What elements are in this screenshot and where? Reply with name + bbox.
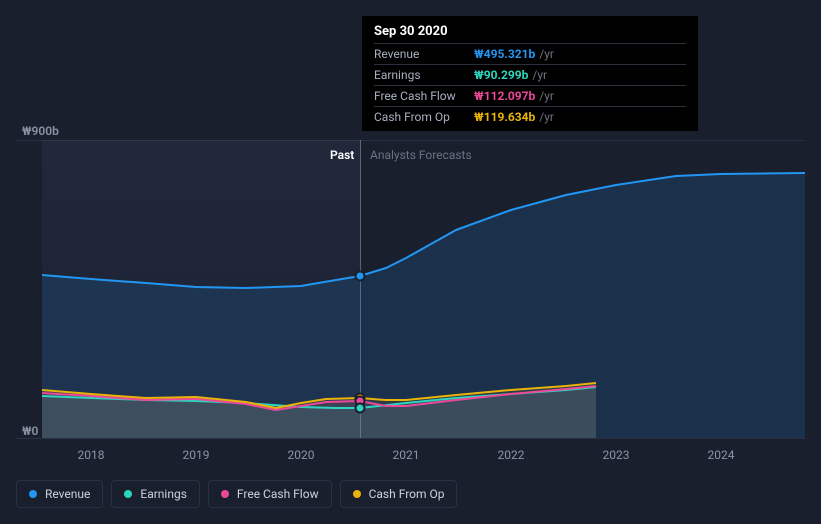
grid-line-bottom bbox=[16, 438, 805, 439]
x-tick: 2023 bbox=[603, 448, 630, 462]
x-tick: 2018 bbox=[78, 448, 105, 462]
legend-dot-icon bbox=[124, 490, 132, 498]
tooltip-row-label: Free Cash Flow bbox=[374, 89, 474, 103]
legend-item[interactable]: Earnings bbox=[111, 480, 200, 508]
cursor-marker bbox=[356, 404, 365, 413]
legend-dot-icon bbox=[29, 490, 37, 498]
legend-item[interactable]: Free Cash Flow bbox=[208, 480, 332, 508]
x-tick: 2022 bbox=[498, 448, 525, 462]
legend-label: Revenue bbox=[45, 487, 90, 501]
legend-item[interactable]: Cash From Op bbox=[340, 480, 458, 508]
tooltip-row-label: Cash From Op bbox=[374, 110, 474, 124]
legend-item[interactable]: Revenue bbox=[16, 480, 103, 508]
tooltip-date: Sep 30 2020 bbox=[374, 24, 686, 43]
chart-plot bbox=[16, 140, 805, 438]
tooltip-row-value: ₩495.321b bbox=[474, 47, 535, 61]
legend-dot-icon bbox=[221, 490, 229, 498]
tooltip-row: Earnings₩90.299b/yr bbox=[374, 64, 686, 85]
x-tick: 2019 bbox=[183, 448, 210, 462]
tooltip-row-value: ₩119.634b bbox=[474, 110, 535, 124]
tooltip-row-value: ₩90.299b bbox=[474, 68, 528, 82]
tooltip-row-label: Earnings bbox=[374, 68, 474, 82]
tooltip-row-suffix: /yr bbox=[532, 68, 547, 82]
cursor-marker bbox=[356, 272, 365, 281]
tooltip-row-suffix: /yr bbox=[539, 89, 554, 103]
tooltip-row-label: Revenue bbox=[374, 47, 474, 61]
legend-label: Cash From Op bbox=[369, 487, 445, 501]
tooltip-row: Cash From Op₩119.634b/yr bbox=[374, 106, 686, 127]
tooltip-row: Revenue₩495.321b/yr bbox=[374, 43, 686, 64]
x-tick: 2021 bbox=[393, 448, 420, 462]
tooltip-row: Free Cash Flow₩112.097b/yr bbox=[374, 85, 686, 106]
x-axis: 2018 2019 2020 2021 2022 2023 2024 bbox=[16, 448, 805, 468]
legend-label: Earnings bbox=[140, 487, 187, 501]
legend: Revenue Earnings Free Cash Flow Cash From O… bbox=[16, 480, 457, 508]
tooltip: Sep 30 2020 Revenue₩495.321b/yrEarnings₩… bbox=[362, 16, 698, 131]
legend-label: Free Cash Flow bbox=[237, 487, 319, 501]
tooltip-row-suffix: /yr bbox=[539, 110, 554, 124]
legend-dot-icon bbox=[353, 490, 361, 498]
tooltip-row-value: ₩112.097b bbox=[474, 89, 535, 103]
y-axis-max-label: ₩900b bbox=[22, 124, 59, 138]
tooltip-row-suffix: /yr bbox=[539, 47, 554, 61]
x-tick: 2024 bbox=[708, 448, 735, 462]
x-tick: 2020 bbox=[288, 448, 315, 462]
